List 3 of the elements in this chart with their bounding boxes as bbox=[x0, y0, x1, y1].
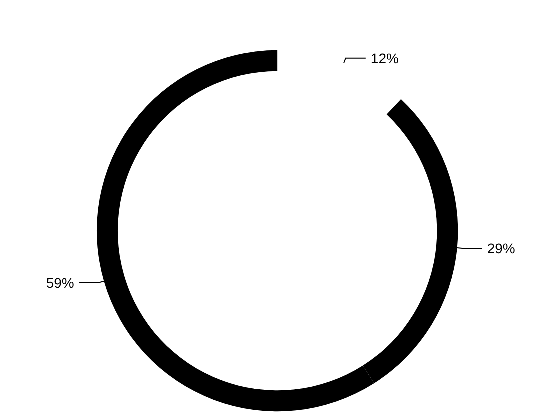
data-label: 59% bbox=[46, 274, 74, 291]
data-label: 12% bbox=[370, 50, 399, 66]
data-label: 29% bbox=[487, 240, 516, 256]
